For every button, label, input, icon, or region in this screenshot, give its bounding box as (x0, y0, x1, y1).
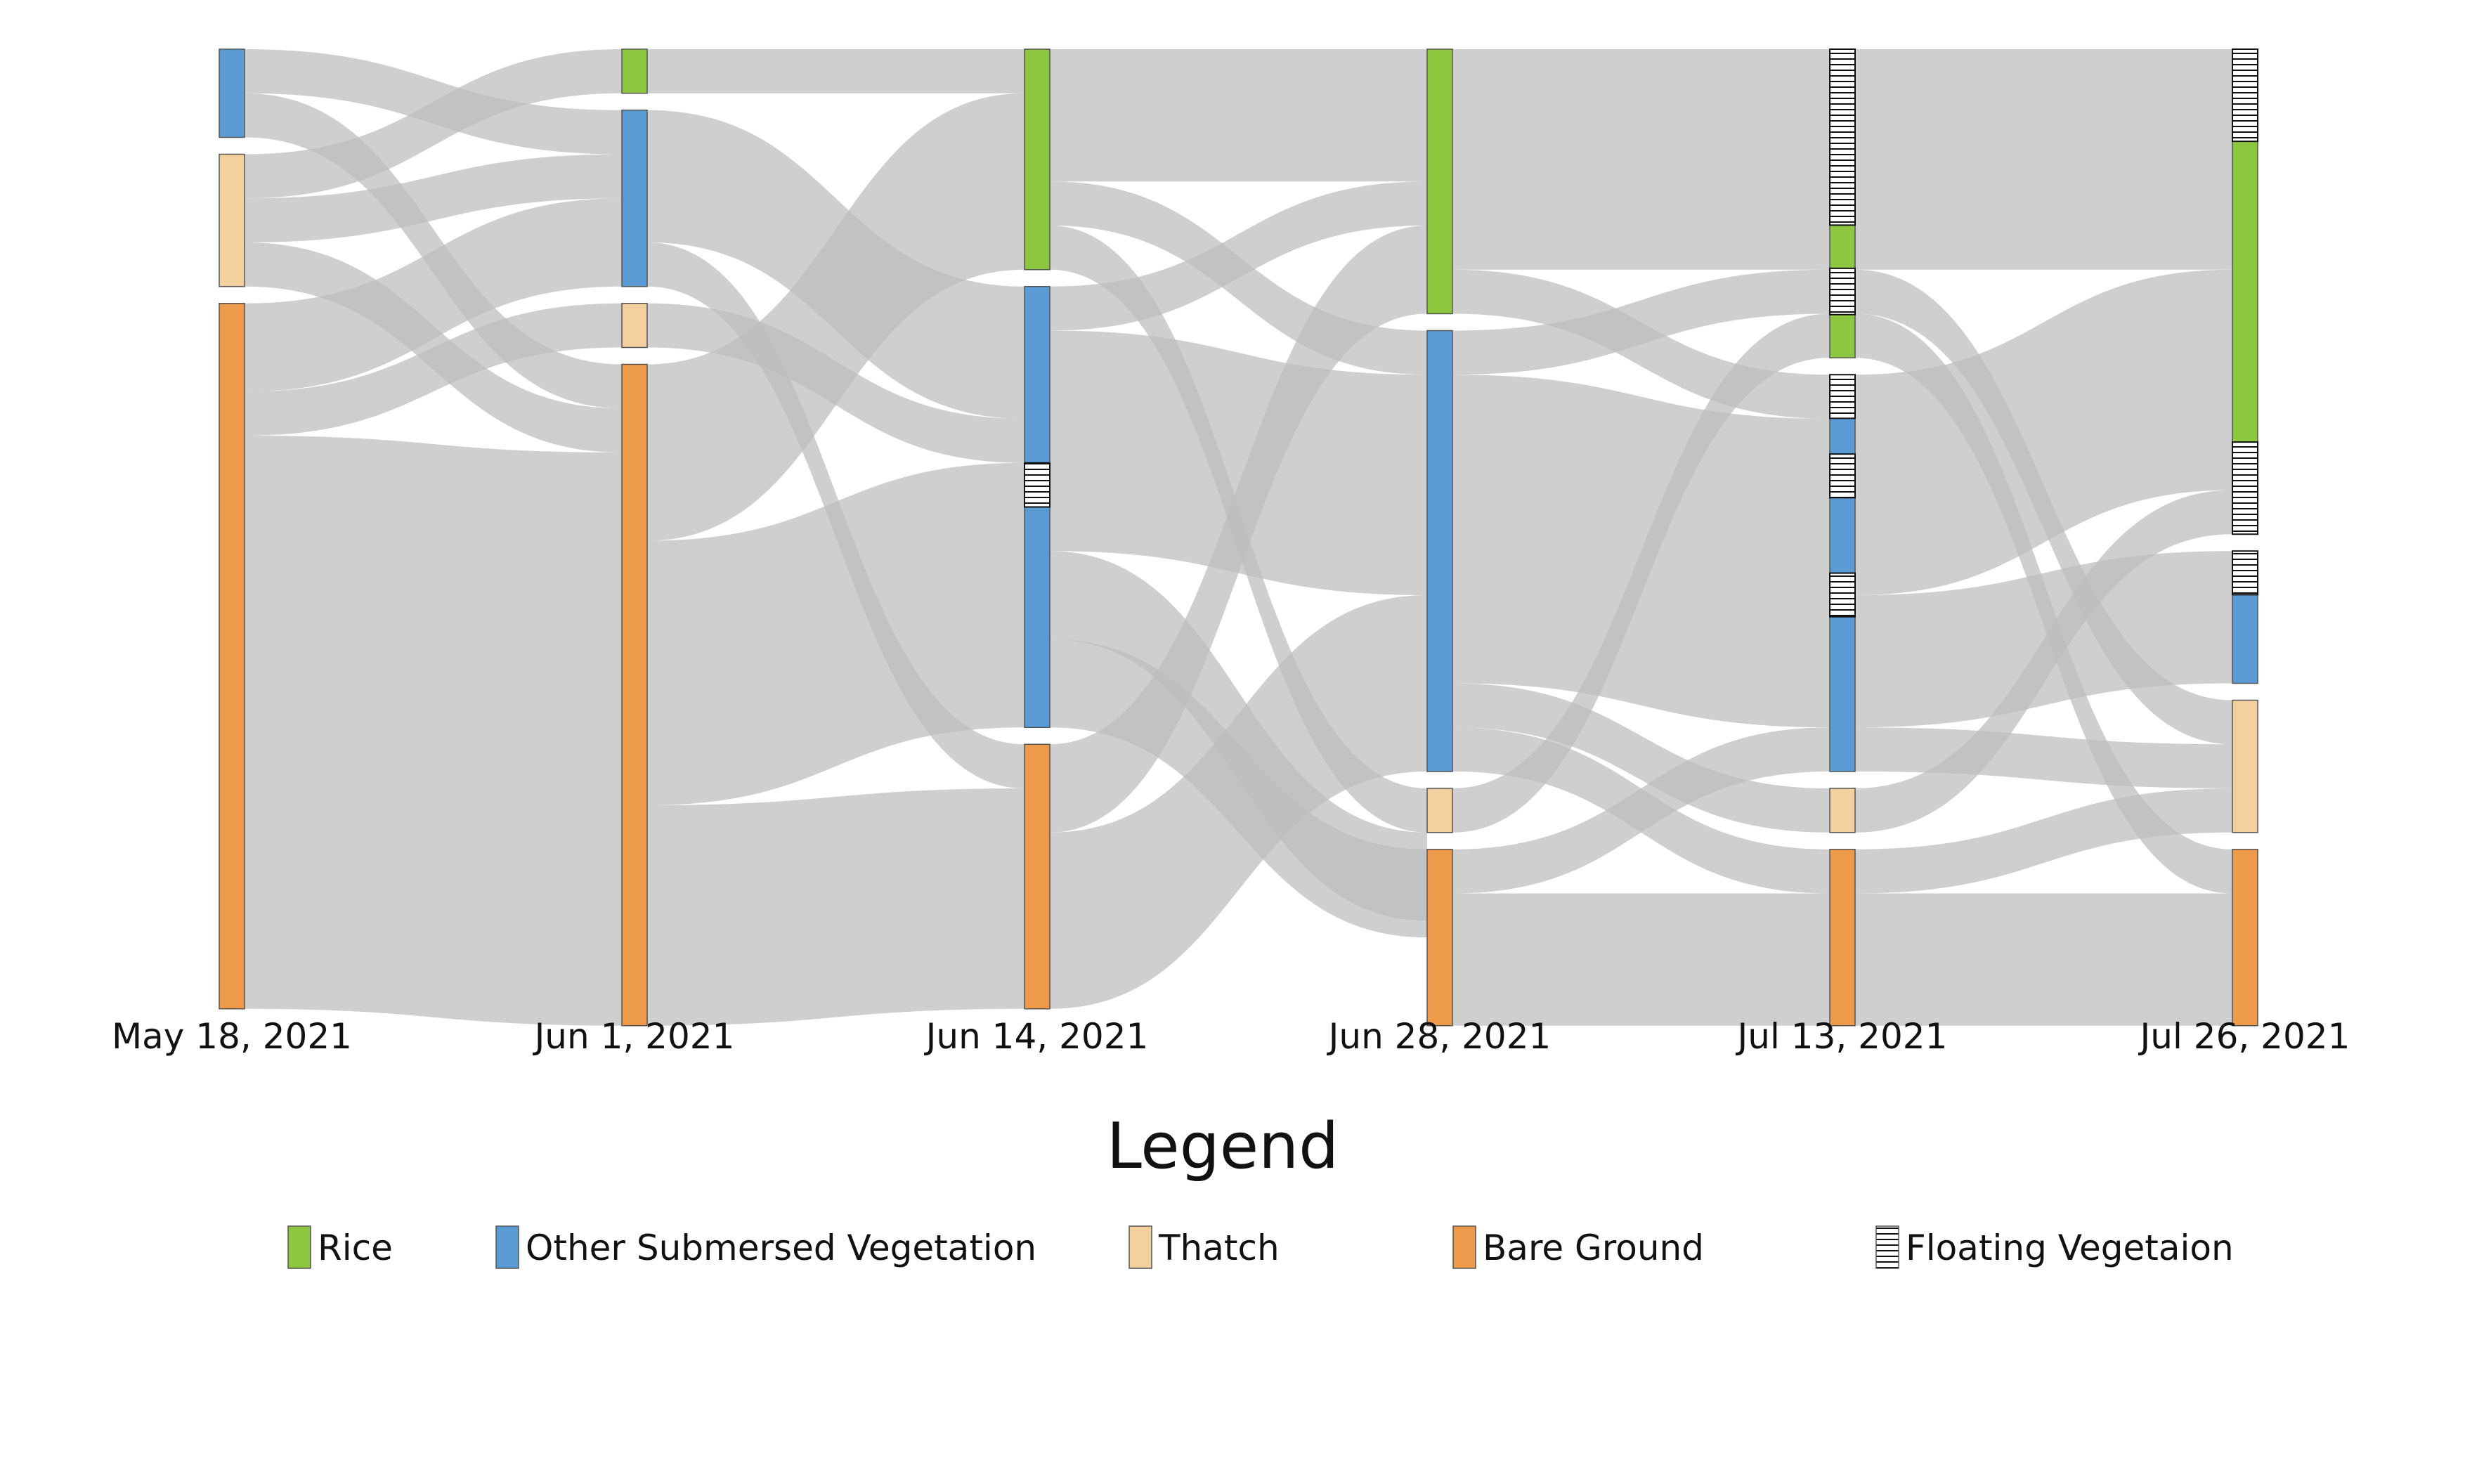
legend: Legend Rice Other Submersed Vegetation That… (287, 1109, 2234, 1269)
legend-label-floating: Floating Vegetaion (1906, 1228, 2234, 1268)
node-4-bare (1829, 849, 1856, 1027)
node-1-thatch (621, 303, 648, 349)
node-3-thatch (1426, 788, 1453, 833)
node-4-thatch (1829, 788, 1856, 833)
flow-2-0-to-0 (1050, 49, 1427, 182)
flow-3-1-to-2 (1452, 683, 1830, 833)
flow-4-2-to-0 (1855, 490, 2232, 833)
node-5-rice-floating-band-1 (2232, 441, 2258, 535)
node-0-thatch (219, 153, 245, 287)
date-label-3: Jun 28, 2021 (1327, 1016, 1552, 1057)
flow-3-0-to-0 (1452, 49, 1830, 270)
flow-4-1-to-0 (1855, 269, 2232, 595)
flow-1-0-to-0 (647, 49, 1025, 93)
flow-3-1-to-0 (1452, 269, 1830, 375)
flow-1-3-to-2 (647, 788, 1025, 1026)
date-label-5: Jul 26, 2021 (2138, 1016, 2350, 1057)
node-3-rice (1426, 48, 1453, 315)
flow-2-2-to-1 (1050, 595, 1427, 1009)
flow-3-3-to-1 (1452, 727, 1830, 894)
flow-3-3-to-3 (1452, 893, 1830, 1026)
date-label-4: Jul 13, 2021 (1736, 1016, 1948, 1057)
node-5-other-floating-band-0 (2232, 550, 2258, 596)
node-4-other-floating-band-2 (1829, 572, 1856, 618)
node-5-rice-floating-band-0 (2232, 48, 2258, 143)
legend-swatch-rice (287, 1225, 311, 1269)
flow-1-3-to-1 (647, 462, 1025, 805)
date-label-1: Jun 1, 2021 (533, 1016, 735, 1057)
node-0-other (219, 48, 245, 138)
date-axis: May 18, 2021 Jun 1, 2021 Jun 14, 2021 Jun 2… (112, 1016, 2350, 1057)
flow-0-2-to-3 (245, 436, 622, 1026)
flows-layer (245, 49, 2232, 1026)
node-4-rice-floating-band-1 (1829, 267, 1856, 315)
flow-3-2-to-0 (1452, 313, 1830, 833)
legend-swatch-other (495, 1225, 519, 1269)
node-0-bare (219, 303, 245, 1010)
legend-title: Legend (1107, 1109, 1339, 1183)
flow-0-2-to-1 (245, 198, 622, 392)
nodes-layer (219, 48, 2258, 1027)
node-1-bare (621, 363, 648, 1027)
node-3-bare (1426, 849, 1453, 1027)
node-4-other-floating-band-0 (1829, 374, 1856, 419)
legend-label-thatch: Thatch (1158, 1228, 1280, 1268)
node-3-other (1426, 330, 1453, 772)
node-1-other (621, 110, 648, 287)
flow-2-1-to-1 (1050, 330, 1427, 595)
node-4-rice-floating-band-0 (1829, 48, 1856, 226)
legend-swatch-floating (1875, 1225, 1899, 1269)
flow-0-1-to-1 (245, 154, 622, 242)
flow-2-2-to-0 (1050, 226, 1427, 833)
node-5-thatch (2232, 699, 2258, 833)
flow-4-3-to-2 (1855, 788, 2232, 894)
node-4-other-floating-band-1 (1829, 453, 1856, 499)
legend-label-other: Other Submersed Vegetation (526, 1228, 1036, 1268)
flow-0-1-to-0 (245, 49, 622, 199)
node-1-rice (621, 48, 648, 94)
flow-4-0-to-0 (1855, 49, 2232, 270)
legend-swatch-bare (1452, 1225, 1476, 1269)
legend-label-bare: Bare Ground (1483, 1228, 1704, 1268)
flow-4-3-to-3 (1855, 893, 2232, 1026)
legend-swatch-thatch (1129, 1225, 1152, 1269)
flow-0-2-to-2 (245, 303, 622, 436)
node-2-rice (1024, 48, 1051, 271)
date-label-2: Jun 14, 2021 (924, 1016, 1149, 1057)
date-label-0: May 18, 2021 (112, 1016, 352, 1057)
node-5-bare (2232, 849, 2258, 1027)
flow-2-1-to-0 (1050, 181, 1427, 331)
legend-label-rice: Rice (318, 1228, 393, 1268)
flow-1-3-to-0 (647, 93, 1025, 541)
node-2-bare (1024, 743, 1051, 1010)
node-2-other-floating-band-0 (1024, 462, 1051, 508)
